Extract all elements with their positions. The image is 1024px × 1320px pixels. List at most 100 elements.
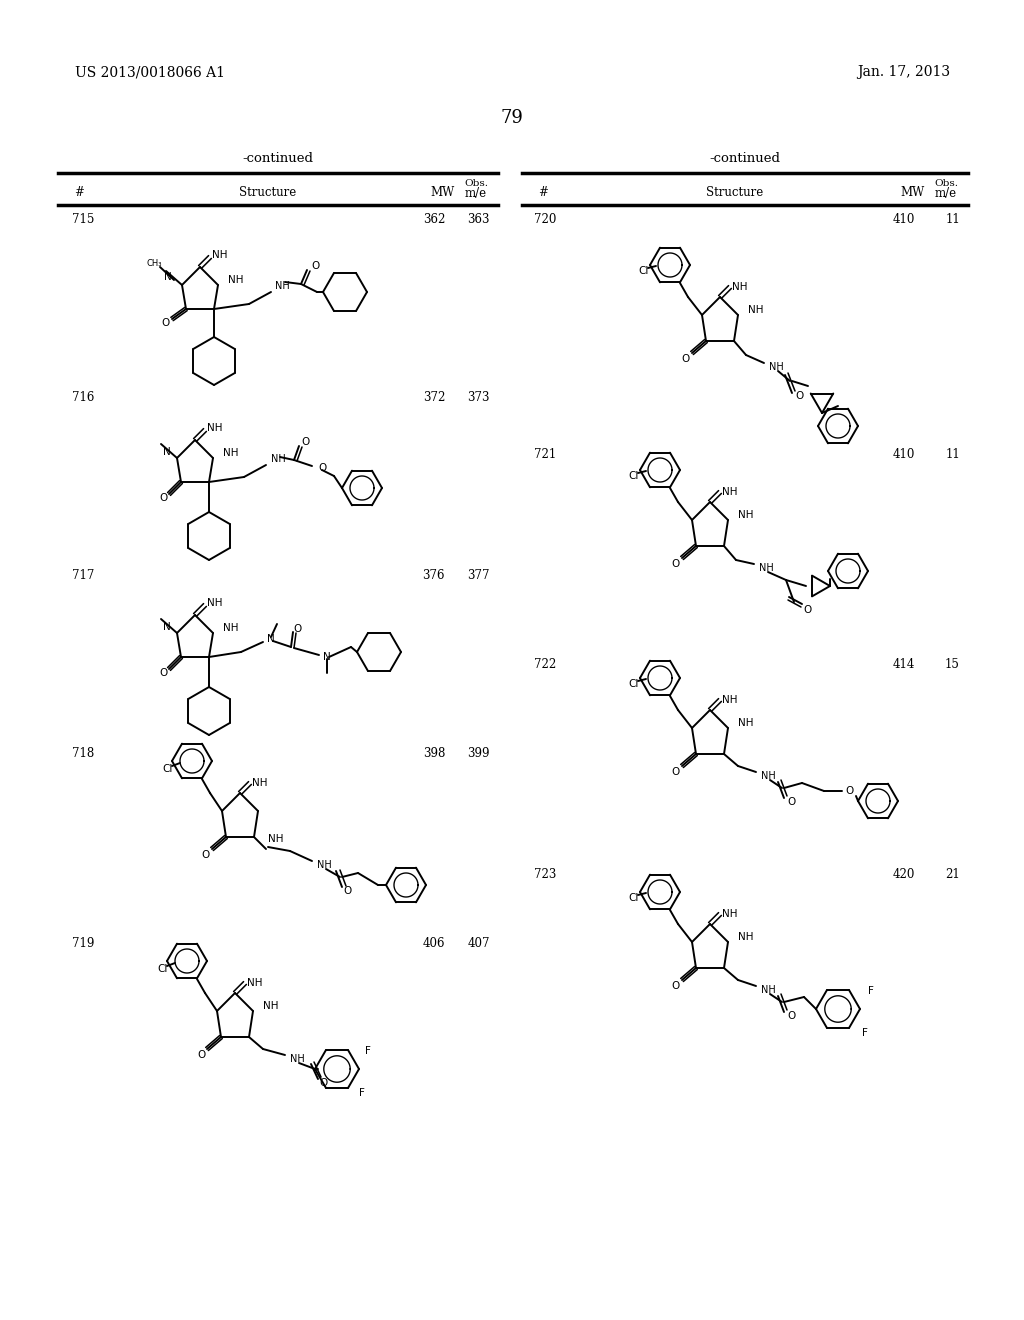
Text: NH: NH: [247, 978, 262, 987]
Text: 722: 722: [534, 657, 556, 671]
Text: CH₃: CH₃: [146, 259, 162, 268]
Text: O: O: [682, 354, 690, 364]
Text: O: O: [318, 1078, 327, 1088]
Text: NH: NH: [207, 422, 222, 433]
Text: O: O: [202, 850, 210, 861]
Text: m/e: m/e: [935, 186, 957, 199]
Text: 376: 376: [423, 569, 445, 582]
Text: 406: 406: [423, 937, 445, 950]
Text: O: O: [159, 492, 167, 503]
Text: 377: 377: [468, 569, 490, 582]
Text: NH: NH: [268, 834, 284, 843]
Text: NH: NH: [732, 282, 748, 292]
Text: NH: NH: [317, 861, 332, 870]
Text: O: O: [786, 797, 795, 807]
Text: 398: 398: [423, 747, 445, 760]
Text: NH: NH: [228, 275, 244, 285]
Text: O: O: [845, 785, 853, 796]
Text: O: O: [294, 624, 302, 634]
Text: O: O: [159, 668, 167, 678]
Text: 11: 11: [945, 213, 961, 226]
Text: 373: 373: [468, 391, 490, 404]
Text: NH: NH: [207, 598, 222, 609]
Text: Structure: Structure: [240, 186, 297, 199]
Text: #: #: [74, 186, 84, 199]
Text: 420: 420: [893, 869, 915, 880]
Text: 720: 720: [534, 213, 556, 226]
Text: NH: NH: [263, 1001, 279, 1011]
Text: 410: 410: [893, 213, 915, 226]
Text: NH: NH: [761, 771, 776, 781]
Text: 15: 15: [945, 657, 961, 671]
Text: N: N: [163, 447, 171, 457]
Text: F: F: [365, 1045, 371, 1056]
Text: NH: NH: [275, 281, 290, 290]
Text: 399: 399: [468, 747, 490, 760]
Text: US 2013/0018066 A1: US 2013/0018066 A1: [75, 65, 225, 79]
Text: Cl: Cl: [629, 894, 639, 903]
Text: 719: 719: [72, 937, 94, 950]
Text: 410: 410: [893, 447, 915, 461]
Text: N: N: [164, 272, 172, 282]
Text: O: O: [672, 558, 680, 569]
Text: O: O: [344, 886, 352, 896]
Text: NH: NH: [223, 623, 239, 634]
Text: Cl: Cl: [629, 471, 639, 480]
Text: 363: 363: [468, 213, 490, 226]
Text: NH: NH: [722, 909, 737, 919]
Text: Cl: Cl: [639, 267, 649, 276]
Text: NH: NH: [223, 447, 239, 458]
Text: Jan. 17, 2013: Jan. 17, 2013: [857, 65, 950, 79]
Text: NH: NH: [290, 1053, 305, 1064]
Text: 372: 372: [423, 391, 445, 404]
Text: O: O: [311, 261, 319, 271]
Text: F: F: [359, 1088, 365, 1098]
Text: 407: 407: [468, 937, 490, 950]
Text: 21: 21: [945, 869, 961, 880]
Text: 11: 11: [945, 447, 961, 461]
Text: O: O: [795, 391, 803, 401]
Text: 717: 717: [72, 569, 94, 582]
Text: NH: NH: [212, 249, 227, 260]
Text: F: F: [868, 986, 873, 997]
Text: 79: 79: [501, 110, 523, 127]
Text: NH: NH: [271, 454, 286, 465]
Text: -continued: -continued: [710, 152, 780, 165]
Text: O: O: [162, 318, 170, 327]
Text: Cl: Cl: [629, 678, 639, 689]
Text: 715: 715: [72, 213, 94, 226]
Text: O: O: [302, 437, 310, 447]
Text: Cl: Cl: [158, 964, 168, 974]
Text: O: O: [318, 463, 327, 473]
Text: F: F: [862, 1028, 868, 1038]
Text: Structure: Structure: [707, 186, 764, 199]
Text: 716: 716: [72, 391, 94, 404]
Text: MW: MW: [431, 186, 455, 199]
Text: 721: 721: [534, 447, 556, 461]
Text: NH: NH: [769, 362, 783, 372]
Text: O: O: [672, 767, 680, 777]
Text: NH: NH: [738, 718, 754, 729]
Text: N: N: [267, 634, 274, 644]
Text: NH: NH: [252, 777, 267, 788]
Text: O: O: [786, 1011, 795, 1020]
Text: m/e: m/e: [465, 186, 487, 199]
Text: NH: NH: [738, 932, 754, 942]
Text: 362: 362: [423, 213, 445, 226]
Text: O: O: [672, 981, 680, 991]
Text: N: N: [323, 652, 331, 663]
Text: #: #: [538, 186, 548, 199]
Text: 718: 718: [72, 747, 94, 760]
Text: NH: NH: [761, 985, 776, 995]
Text: MW: MW: [901, 186, 925, 199]
Text: 723: 723: [534, 869, 556, 880]
Text: O: O: [804, 605, 812, 615]
Text: NH: NH: [759, 564, 774, 573]
Text: O: O: [197, 1049, 205, 1060]
Text: N: N: [163, 622, 171, 632]
Text: Cl: Cl: [163, 764, 173, 774]
Text: NH: NH: [738, 510, 754, 520]
Text: 414: 414: [893, 657, 915, 671]
Text: Obs.: Obs.: [464, 180, 488, 189]
Text: -continued: -continued: [243, 152, 313, 165]
